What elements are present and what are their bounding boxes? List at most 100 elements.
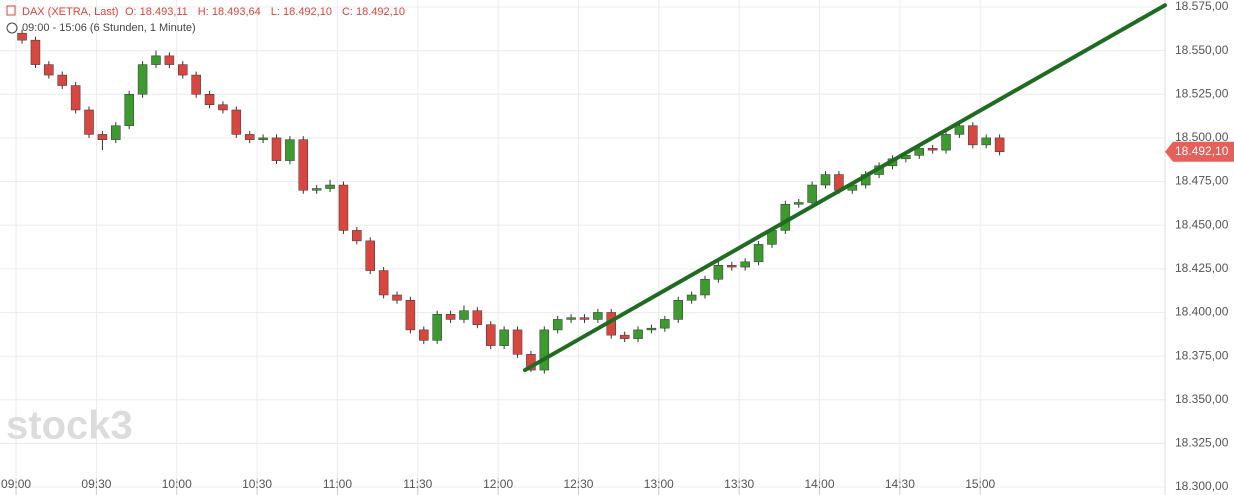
candle-body [660,319,670,329]
candle-body [271,137,282,161]
trendline [522,3,1167,373]
candle-body [579,317,590,320]
candle-body [994,137,1005,152]
ohlc-value: O: 18.493,11 [125,6,188,18]
candle-body [365,240,375,271]
candle-body [914,148,925,156]
candle-body [298,139,309,191]
candle-body [137,64,148,95]
y-tick-label: 18.400,00 [1175,305,1229,319]
x-tick-label: 14:00 [805,477,835,491]
x-tick-label: 13:00 [644,477,674,491]
candle-body [30,39,41,65]
last-price-tag [1165,141,1234,162]
candle-body [499,329,509,346]
candle-body [191,74,201,95]
candle-body [686,294,697,301]
candle-body [633,329,643,339]
candle-body [97,134,108,140]
candle-body [619,334,630,339]
candle-body [164,55,175,65]
chart-title: DAX (XETRA, Last) [22,6,119,18]
candle-body [968,125,978,146]
candle-body [124,94,134,126]
candle-body [593,312,603,320]
candle-body [713,265,724,280]
candle-body [392,294,402,301]
candle-body [820,174,831,186]
candle-body [178,64,188,76]
candle-body [459,310,469,320]
candle-body [807,184,817,203]
candle-body [432,313,442,341]
x-tick-label: 11:00 [323,477,352,491]
chart-subtitle: 09:00 - 15:06 (6 Stunden, 1 Minute) [22,22,196,34]
x-tick-label: 15:00 [965,477,995,491]
candle-body [57,74,67,86]
candle-body [44,64,54,76]
candle-body [539,329,550,371]
candle-body [981,137,991,146]
candle-body [485,324,496,346]
candle-body [793,202,804,205]
candle-body [84,109,94,135]
y-tick-label: 18.525,00 [1175,86,1229,100]
x-tick-label: 12:30 [563,477,593,491]
y-tick-label: 18.350,00 [1175,392,1229,406]
y-tick-label: 18.575,00 [1175,0,1229,13]
candle-body [673,299,683,320]
candle-body [445,313,456,320]
candle-body [727,265,737,268]
y-tick-label: 18.300,00 [1175,479,1229,493]
candle-body [405,299,416,331]
x-tick-label: 10:30 [242,477,272,491]
y-tick-label: 18.425,00 [1175,261,1229,275]
candle-body [780,203,791,231]
candle-body [700,279,710,296]
candle-body [552,319,563,331]
candle-body [17,32,27,41]
candle-body [378,270,389,296]
ohlc-value: C: 18.492,10 [342,6,405,18]
ohlc-value: H: 18.493,64 [198,6,261,18]
candle-body [941,134,951,151]
candle-body [954,125,965,135]
candle-body [70,85,81,111]
y-tick-label: 18.325,00 [1175,436,1229,450]
candle-body [338,184,349,231]
x-tick-label: 10:00 [162,477,192,491]
candle-body [325,184,335,189]
candle-body [285,139,295,161]
candle-body [419,329,429,341]
candle-body [646,327,657,331]
clock-icon [6,22,18,34]
x-tick-label: 11:30 [403,477,432,491]
candle-body [204,94,215,105]
x-tick-label: 09:30 [81,477,111,491]
candle-body [244,134,255,140]
last-price-label: 18.492,10 [1175,144,1229,158]
y-tick-label: 18.450,00 [1175,217,1229,231]
y-tick-label: 18.475,00 [1175,174,1229,188]
candle-body [566,317,576,320]
x-tick-label: 12:00 [483,477,513,491]
candle-body [472,310,483,325]
ohlc-value: L: 18.492,10 [271,6,332,18]
candle-body [151,55,161,65]
candle-body [111,125,121,140]
candle-body [740,261,750,268]
candle-body [258,137,268,140]
candle-body [231,109,242,135]
candle-body [311,188,322,191]
x-tick-label: 13:30 [724,477,754,491]
candle-body [927,148,938,151]
x-tick-label: 09:00 [1,477,31,491]
y-tick-label: 18.375,00 [1175,348,1229,362]
header-icon [6,5,16,16]
y-tick-label: 18.550,00 [1175,43,1229,57]
candle-body [352,230,362,242]
y-tick-label: 18.500,00 [1175,130,1229,144]
x-tick-label: 14:30 [885,477,915,491]
candle-body [753,244,764,263]
